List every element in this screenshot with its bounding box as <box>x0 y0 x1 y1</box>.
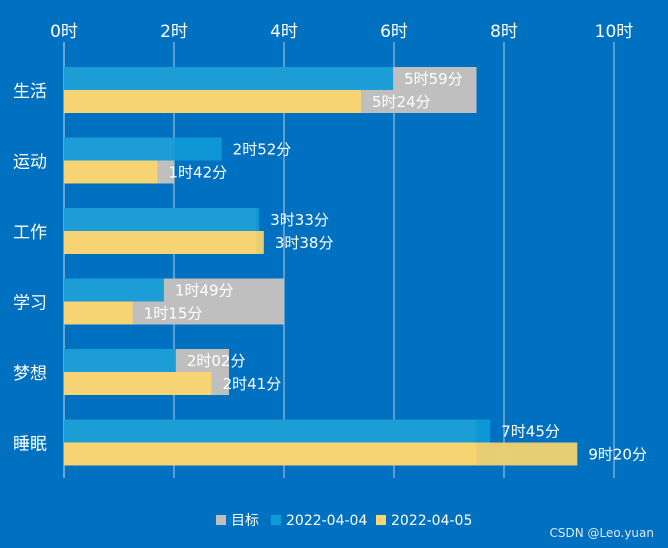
data-label: 1时49分 <box>175 282 234 300</box>
data-label: 2时41分 <box>223 375 282 393</box>
data-label: 3时38分 <box>275 234 334 252</box>
category-label: 工作 <box>13 223 47 243</box>
bars <box>64 67 578 466</box>
legend-label: 目标 <box>231 513 259 529</box>
data-label: 2时52分 <box>233 141 292 159</box>
category-label: 学习 <box>13 294 47 314</box>
data-label: 3时33分 <box>270 211 329 229</box>
bar-2022-04-04 <box>64 349 176 372</box>
bar-2022-04-05 <box>64 231 264 254</box>
data-label: 1时42分 <box>169 164 228 182</box>
x-tick-label: 8时 <box>490 22 518 42</box>
category-label: 运动 <box>13 153 47 173</box>
bar-2022-04-05 <box>64 90 361 113</box>
data-label: 2时02分 <box>187 352 246 370</box>
gridlines <box>63 42 615 478</box>
x-tick-label: 10时 <box>595 22 634 42</box>
bar-2022-04-04 <box>64 208 260 231</box>
legend-label: 2022-04-04 <box>286 513 367 529</box>
data-label: 7时45分 <box>501 423 560 441</box>
category-label: 生活 <box>13 82 47 102</box>
legend-swatch <box>376 515 386 525</box>
bar-2022-04-04 <box>64 419 491 443</box>
x-tick-label: 6时 <box>380 22 408 42</box>
x-tick-label: 4时 <box>270 22 298 42</box>
legend-label: 2022-04-05 <box>391 513 472 529</box>
bar-2022-04-05 <box>64 442 578 466</box>
data-labels: 5时59分 5时24分 2时52分 1时42分 3时33分 3时38分 1时49分 1时15分… <box>144 70 647 464</box>
x-tick-labels: 0时 2时 4时 6时 8时 10时 <box>50 22 633 42</box>
x-tick-label: 2时 <box>160 22 188 42</box>
data-label: 5时59分 <box>404 70 463 88</box>
legend-swatch <box>216 515 226 525</box>
legend-swatch <box>271 515 281 525</box>
data-label: 1时15分 <box>144 305 203 323</box>
data-label: 5时24分 <box>372 93 431 111</box>
bar-2022-04-05 <box>64 160 158 184</box>
bar-2022-04-04 <box>64 278 164 302</box>
category-label: 梦想 <box>13 364 47 384</box>
bar-2022-04-04 <box>64 137 222 161</box>
bar-2022-04-05 <box>64 301 133 325</box>
category-label: 睡眠 <box>13 435 47 455</box>
data-label: 9时20分 <box>588 446 647 464</box>
x-tick-label: 0时 <box>50 22 78 42</box>
bar-2022-04-05 <box>64 372 212 395</box>
watermark: CSDN @Leo.yuan <box>549 526 655 540</box>
legend: 目标 2022-04-04 2022-04-05 <box>216 513 472 529</box>
bar-2022-04-04 <box>64 67 394 90</box>
